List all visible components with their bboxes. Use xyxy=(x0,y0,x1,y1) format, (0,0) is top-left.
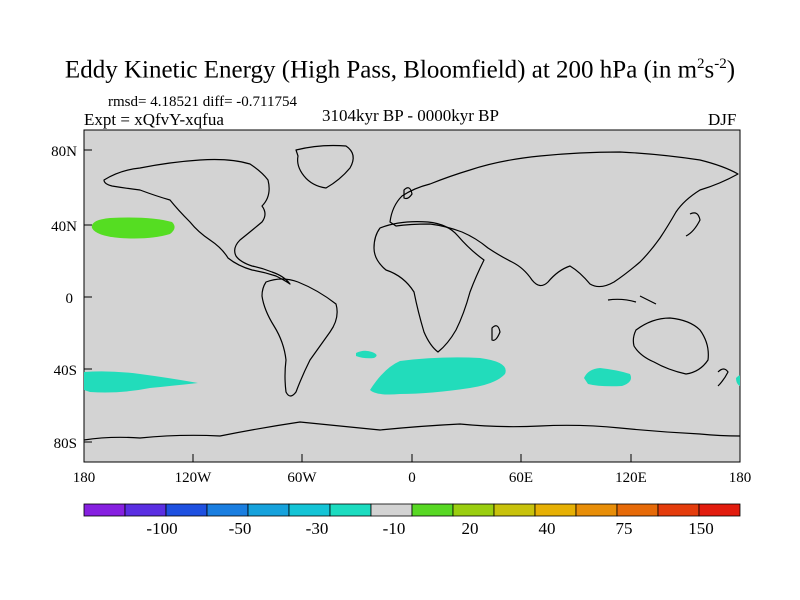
period-label: 3104kyr BP - 0000kyr BP xyxy=(322,106,499,125)
anomaly-south-indian xyxy=(584,368,631,387)
colorbar-label: 75 xyxy=(616,519,633,538)
coast-japan xyxy=(685,212,701,237)
colorbar-box xyxy=(206,503,249,517)
colorbar-box xyxy=(83,503,126,517)
latitude-axis: 80N 40N 0 40S 80S xyxy=(51,144,92,452)
colorbar-label: 20 xyxy=(462,519,479,538)
colorbar-label: -30 xyxy=(306,519,329,538)
anomaly-east-edge xyxy=(736,375,740,386)
map-area xyxy=(83,129,741,463)
coast-uk xyxy=(403,187,413,200)
coast-greenland xyxy=(295,144,354,189)
colorbar-box xyxy=(534,503,577,517)
colorbar-box xyxy=(452,503,495,517)
lon-label-60e: 60E xyxy=(509,470,533,486)
lon-label-60w: 60W xyxy=(287,470,317,486)
stats-text: rmsd= 4.18521 diff= -0.711754 xyxy=(108,94,297,110)
anomaly-patches xyxy=(84,217,740,395)
colorbar-box xyxy=(288,503,331,517)
colorbar-label: 40 xyxy=(539,519,556,538)
anomaly-southern-ocean xyxy=(370,357,506,395)
lon-label-0: 0 xyxy=(408,470,416,486)
colorbar-label: 150 xyxy=(688,519,714,538)
lat-label-40n: 40N xyxy=(51,219,77,235)
lat-label-40s: 40S xyxy=(54,363,77,379)
lat-label-0: 0 xyxy=(66,291,74,307)
coast-antarctica xyxy=(83,421,741,441)
colorbar-boxes xyxy=(83,503,741,517)
lon-label-120w: 120W xyxy=(175,470,213,486)
colorbar-box xyxy=(575,503,618,517)
lon-label-120e: 120E xyxy=(615,470,647,486)
lat-label-80n: 80N xyxy=(51,144,77,160)
coast-eurasia xyxy=(389,151,739,288)
coast-north-america xyxy=(103,158,291,285)
anomaly-south-atlantic xyxy=(356,350,377,359)
coast-south-america xyxy=(261,278,338,397)
colorbar-label: -100 xyxy=(146,519,177,538)
colorbar-label: -50 xyxy=(229,519,252,538)
colorbar-box xyxy=(698,503,741,517)
lon-label-180-east: 180 xyxy=(729,470,752,486)
anomaly-north-pacific xyxy=(91,217,175,239)
coast-australia xyxy=(632,317,709,375)
colorbar-box xyxy=(247,503,290,517)
coast-new-zealand xyxy=(717,368,729,387)
colorbar-box xyxy=(493,503,536,517)
colorbar-box xyxy=(411,503,454,517)
longitude-axis: 180 120W 60W 0 60E 120E 180 xyxy=(73,454,752,486)
coast-indonesia xyxy=(607,295,657,305)
coast-africa xyxy=(373,221,485,353)
colorbar: -100 -50 -30 -10 20 40 75 150 xyxy=(83,503,741,538)
coastlines xyxy=(83,144,741,441)
plot-title: Eddy Kinetic Energy (High Pass, Bloomfie… xyxy=(64,56,736,84)
colorbar-box xyxy=(370,503,413,517)
lat-label-80s: 80S xyxy=(54,436,77,452)
colorbar-box xyxy=(165,503,208,517)
season-label: DJF xyxy=(708,110,737,129)
anomaly-south-pacific xyxy=(84,371,198,393)
experiment-label: Expt = xQfvY-xqfua xyxy=(84,110,224,129)
coast-madagascar xyxy=(491,325,501,341)
colorbar-box xyxy=(657,503,700,517)
colorbar-labels: -100 -50 -30 -10 20 40 75 150 xyxy=(146,519,713,538)
lon-label-180-west: 180 xyxy=(73,470,96,486)
colorbar-box xyxy=(329,503,372,517)
colorbar-box xyxy=(616,503,659,517)
colorbar-box xyxy=(124,503,167,517)
colorbar-label: -10 xyxy=(383,519,406,538)
